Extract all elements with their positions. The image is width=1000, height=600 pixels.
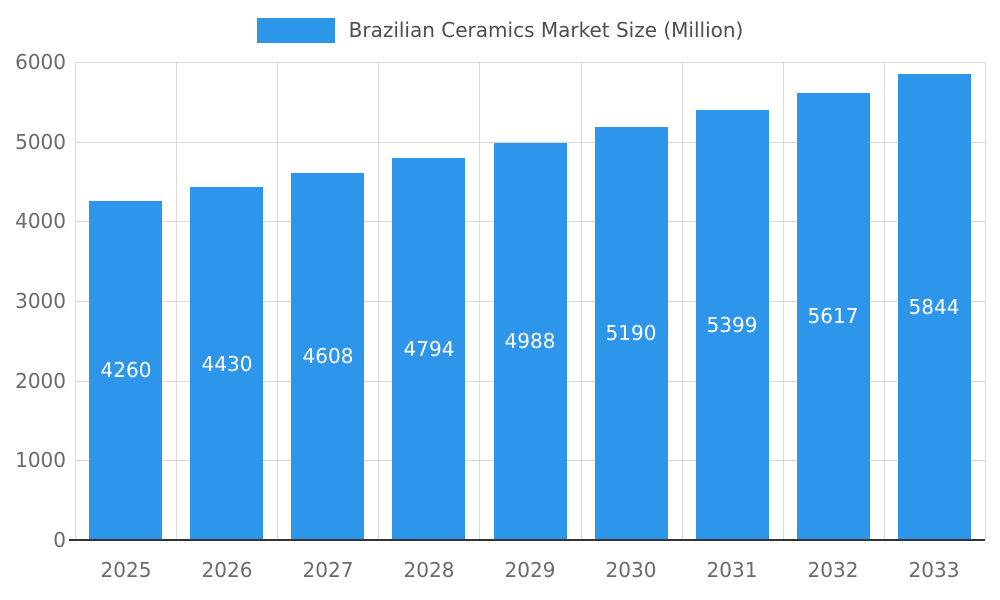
bar-value-label: 4794 xyxy=(403,337,455,361)
chart-title: Brazilian Ceramics Market Size (Million) xyxy=(348,18,744,42)
bar-value-label: 4260 xyxy=(100,358,152,382)
y-tick-label: 3000 xyxy=(15,289,66,313)
bar-value-label: 4608 xyxy=(302,344,354,368)
bar-value-label: 5190 xyxy=(605,321,657,345)
x-tick-label: 2025 xyxy=(100,558,152,582)
gridline-horizontal xyxy=(75,62,985,63)
bar-value-label: 5399 xyxy=(706,313,758,337)
bar xyxy=(392,158,465,539)
bar xyxy=(89,200,162,539)
chart-legend: Brazilian Ceramics Market Size (Million) xyxy=(0,16,1000,44)
x-axis-line xyxy=(69,539,985,541)
bar xyxy=(898,74,971,539)
y-tick-label: 5000 xyxy=(15,129,66,154)
gridline-horizontal xyxy=(75,141,985,143)
x-tick-label: 2030 xyxy=(605,558,657,582)
bar xyxy=(797,92,870,539)
bar xyxy=(494,142,567,539)
bar xyxy=(190,187,263,539)
x-tick-label: 2028 xyxy=(403,558,455,582)
bar xyxy=(595,126,668,539)
x-tick-label: 2033 xyxy=(908,558,960,582)
x-tick-label: 2027 xyxy=(302,558,354,582)
bar-value-label: 4988 xyxy=(504,329,556,353)
legend-swatch xyxy=(256,17,335,43)
bar xyxy=(291,172,364,539)
bar-value-label: 5844 xyxy=(908,295,960,319)
y-tick-label: 6000 xyxy=(15,50,66,74)
x-tick-label: 2032 xyxy=(807,558,859,582)
x-tick-label: 2031 xyxy=(706,558,758,582)
bar-value-label: 4430 xyxy=(201,352,253,376)
x-tick-label: 2026 xyxy=(201,558,253,582)
y-tick-label: 0 xyxy=(53,528,66,552)
y-tick-label: 4000 xyxy=(15,209,66,234)
y-tick-label: 1000 xyxy=(15,448,66,473)
x-tick-label: 2029 xyxy=(504,558,556,582)
bar xyxy=(696,109,769,539)
y-tick-label: 2000 xyxy=(15,368,66,393)
gridline-vertical xyxy=(985,62,986,540)
bar-value-label: 5617 xyxy=(807,304,859,328)
